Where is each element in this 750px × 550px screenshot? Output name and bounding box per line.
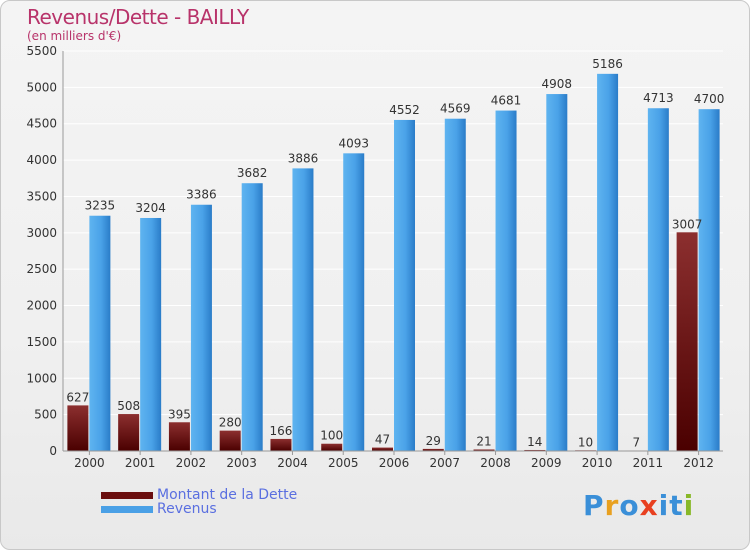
dette-bar — [270, 438, 292, 451]
dette-value-label: 166 — [270, 424, 293, 438]
dette-value-label: 7 — [633, 435, 641, 449]
y-tick-label: 500 — [34, 408, 57, 422]
x-tick-label: 2011 — [633, 456, 664, 470]
revenus-value-label: 4713 — [643, 91, 674, 105]
revenus-value-label: 3886 — [288, 151, 319, 165]
dette-bar — [422, 448, 444, 451]
revenus-bar — [597, 73, 619, 451]
x-tick-label: 2000 — [74, 456, 105, 470]
dette-bar — [219, 430, 241, 451]
dette-bar — [118, 414, 140, 451]
y-tick-label: 2500 — [26, 262, 57, 276]
legend-label-dette: Montant de la Dette — [157, 487, 298, 503]
revenus-bar — [292, 168, 314, 451]
x-tick-label: 2010 — [582, 456, 613, 470]
logo-letter: i — [658, 489, 670, 522]
legend-item-dette: Montant de la Dette — [101, 487, 297, 503]
legend-label-revenus: Revenus — [157, 501, 217, 517]
revenus-value-label: 3235 — [85, 199, 116, 213]
revenus-value-label: 4569 — [440, 102, 471, 116]
dette-value-label: 395 — [168, 407, 191, 421]
revenus-bar — [394, 119, 415, 451]
x-tick-label: 2012 — [683, 456, 714, 470]
revenus-bar — [647, 108, 669, 452]
y-tick-label: 3500 — [26, 189, 57, 203]
y-tick-label: 4000 — [26, 153, 57, 167]
y-tick-label: 5000 — [26, 80, 57, 94]
x-tick-label: 2008 — [480, 456, 511, 470]
revenus-value-label: 4700 — [694, 92, 725, 106]
dette-value-label: 10 — [578, 435, 593, 449]
chart-subtitle: (en milliers d'€) — [27, 29, 122, 43]
revenus-value-label: 4681 — [491, 94, 522, 108]
logo-letter: x — [639, 489, 659, 522]
dette-value-label: 47 — [375, 433, 390, 447]
proxiti-logo: Proxiti — [583, 489, 694, 522]
revenus-bar — [495, 110, 517, 452]
legend-item-revenus: Revenus — [101, 501, 217, 517]
x-tick-label: 2003 — [226, 456, 257, 470]
x-tick-label: 2004 — [277, 456, 308, 470]
dette-value-label: 280 — [219, 416, 242, 430]
revenus-value-label: 4908 — [542, 77, 573, 91]
legend-swatch-revenus — [101, 505, 153, 513]
dette-bar — [676, 232, 698, 451]
revenus-value-label: 3386 — [186, 188, 217, 202]
logo-letter: P — [583, 489, 605, 522]
revenus-value-label: 4552 — [389, 103, 420, 117]
revenus-bar — [89, 215, 111, 451]
logo-letter: o — [619, 489, 640, 522]
dette-value-label: 21 — [476, 434, 491, 448]
dette-value-label: 627 — [66, 390, 89, 404]
x-tick-label: 2007 — [429, 456, 460, 470]
revenus-bar — [241, 183, 263, 451]
revenus-bar — [444, 118, 466, 451]
y-tick-label: 3000 — [26, 226, 57, 240]
y-tick-label: 4500 — [26, 117, 57, 131]
revenus-value-label: 4093 — [338, 136, 369, 150]
logo-letter: i — [683, 489, 695, 522]
dette-bar — [67, 405, 89, 451]
dette-bar — [321, 443, 343, 451]
chart-title: Revenus/Dette - BAILLY — [27, 5, 249, 29]
dette-value-label: 3007 — [672, 217, 703, 231]
dette-value-label: 29 — [426, 434, 441, 448]
x-tick-label: 2001 — [125, 456, 156, 470]
dette-value-label: 100 — [320, 429, 343, 443]
y-tick-label: 2000 — [26, 299, 57, 313]
dette-bar — [372, 447, 393, 451]
revenus-value-label: 3682 — [237, 166, 268, 180]
y-tick-label: 1500 — [26, 335, 57, 349]
dette-value-label: 508 — [117, 399, 140, 413]
dette-bar — [473, 449, 495, 451]
dette-value-label: 14 — [527, 435, 542, 449]
logo-letter: r — [604, 489, 620, 522]
y-tick-label: 1000 — [26, 371, 57, 385]
x-tick-label: 2009 — [531, 456, 562, 470]
revenus-value-label: 3204 — [135, 201, 166, 215]
revenus-bar — [140, 217, 162, 451]
x-tick-label: 2005 — [328, 456, 359, 470]
revenus-bar — [190, 204, 212, 451]
revenus-value-label: 5186 — [592, 57, 623, 71]
y-tick-label: 5500 — [26, 44, 57, 58]
logo-letter: t — [669, 489, 684, 522]
dette-bar — [524, 449, 546, 451]
x-tick-label: 2002 — [176, 456, 207, 470]
legend-swatch-dette — [101, 491, 153, 499]
x-tick-label: 2006 — [379, 456, 410, 470]
y-tick-label: 0 — [49, 444, 57, 458]
revenus-bar — [546, 94, 568, 452]
revenus-bar — [343, 153, 365, 451]
revenus-bar — [698, 109, 720, 451]
dette-bar — [168, 422, 190, 451]
